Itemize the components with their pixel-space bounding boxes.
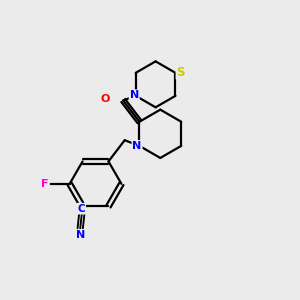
Text: N: N — [76, 230, 85, 240]
Text: O: O — [100, 94, 110, 104]
Text: F: F — [41, 179, 49, 189]
Text: N: N — [130, 90, 139, 100]
Text: N: N — [132, 141, 142, 151]
Text: C: C — [78, 204, 85, 214]
Text: S: S — [176, 66, 185, 79]
